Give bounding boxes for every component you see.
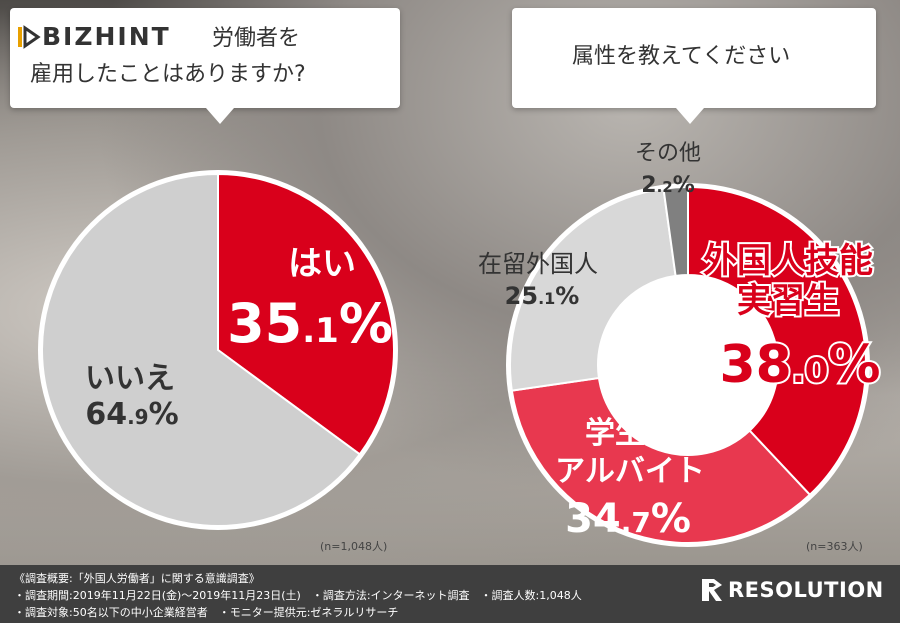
left-question-line2: 雇用したことはありますか? <box>30 62 306 87</box>
left-sample-size: (n=1,048人) <box>320 540 388 553</box>
logo-text: BIZHINT <box>42 22 171 51</box>
left-question-line1: 労働者を <box>212 26 301 51</box>
left-slice-1 <box>41 172 362 527</box>
right-slice-0 <box>687 185 867 497</box>
right-value-trainee: 38.0% <box>719 335 880 395</box>
footer-survey-target: ・調査対象:50名以下の中小企業経営者 ・モニター提供元:ゼネラルリサーチ <box>14 606 399 619</box>
footer-survey-title: 《調査概要:「外国人労働者」に関する意識調査》 <box>14 572 260 585</box>
right-question-bubble: 属性を教えてください <box>512 8 876 108</box>
left-value-no: 64.9% <box>85 397 178 432</box>
bizhint-logo: BIZHINT <box>16 22 171 51</box>
left-slice-0 <box>217 172 395 456</box>
right-label-other-0: その他 <box>635 141 701 166</box>
right-value-resident: 25.1% <box>505 282 580 310</box>
right-label-resident-0: 在留外国人 <box>478 250 598 278</box>
right-question: 属性を教えてください <box>572 44 791 69</box>
right-label-trainee-0: 外国人技能 <box>703 241 873 281</box>
right-bubble-tail <box>676 108 704 124</box>
right-slice-1 <box>510 376 812 544</box>
left-label-no: いいえ <box>85 361 175 396</box>
resolution-logo: RESOLUTION <box>700 577 884 603</box>
footer <box>0 565 900 623</box>
right-label-trainee-1: 実習生 <box>737 281 839 321</box>
resolution-mark-icon <box>702 579 722 601</box>
right-sample-size: (n=363人) <box>806 540 863 553</box>
resolution-text: RESOLUTION <box>728 578 884 602</box>
bizhint-mark-icon <box>18 24 41 49</box>
left-value-yes: 35.1% <box>227 292 393 355</box>
left-question-bubble: BIZHINT 労働者を 雇用したことはありますか? <box>10 8 400 108</box>
right-label-student-1: アルバイト <box>555 454 705 489</box>
right-slice-2 <box>509 187 677 392</box>
left-bubble-tail <box>206 108 234 124</box>
right-value-other: 2.2% <box>641 173 695 198</box>
right-slice-3 <box>662 185 689 277</box>
left-label-yes: はい <box>288 244 356 284</box>
right-value-student: 34.7% <box>565 496 691 542</box>
right-label-student-0: 学生の <box>585 416 675 451</box>
footer-survey-period: ・調査期間:2019年11月22日(金)〜2019年11月23日(土) ・調査方… <box>14 589 582 602</box>
